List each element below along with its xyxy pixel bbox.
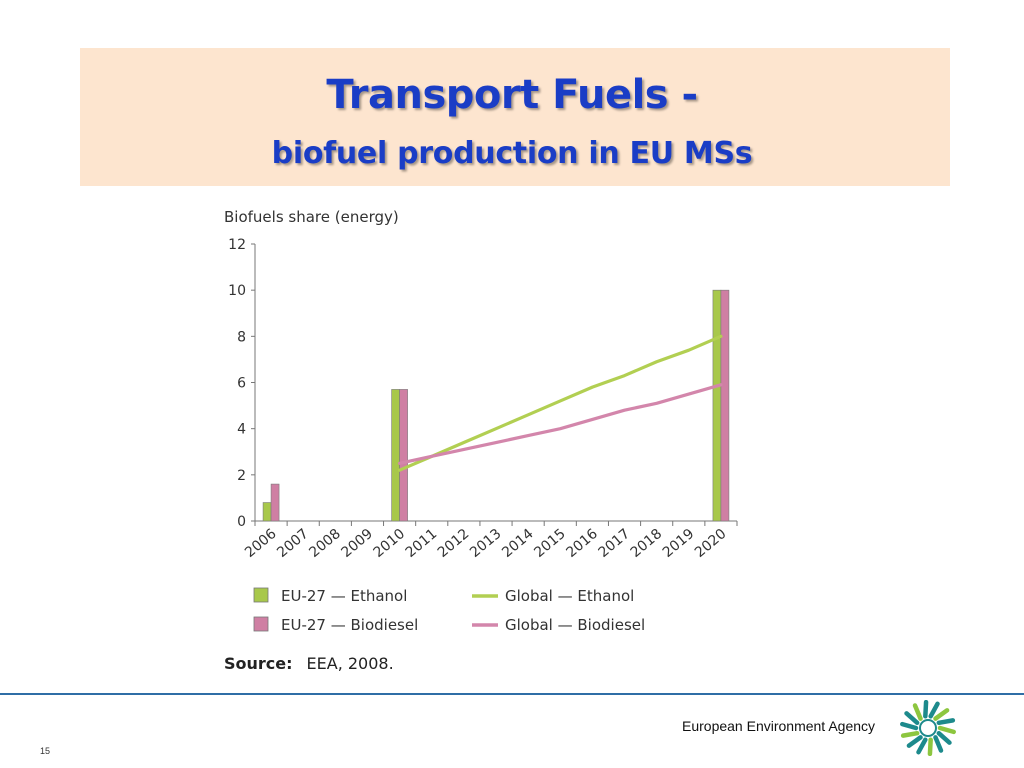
x-tick-label: 2016 xyxy=(563,526,601,561)
footer-divider xyxy=(0,693,1024,695)
y-tick-label: 4 xyxy=(237,422,246,438)
y-tick-label: 8 xyxy=(237,329,246,345)
legend-swatch-0 xyxy=(253,587,269,603)
logo-petal xyxy=(933,735,944,753)
logo-petal xyxy=(936,718,956,726)
y-tick-label: 2 xyxy=(237,468,246,484)
legend-swatch-1 xyxy=(253,616,269,632)
slide-title: Transport Fuels - xyxy=(326,72,698,118)
chart-legend: EU-27 — Ethanol EU-27 — Biodiesel Global —… xyxy=(253,587,645,634)
line-global-biodiesel xyxy=(398,383,723,465)
bar-ethanol-2006 xyxy=(262,502,272,522)
legend-label-0: EU-27 — Ethanol xyxy=(281,587,407,605)
logo-petal xyxy=(933,708,950,721)
logo-petal xyxy=(923,700,929,719)
x-tick-label: 2008 xyxy=(306,526,344,561)
x-tick-label: 2010 xyxy=(371,526,409,561)
title-banner xyxy=(80,48,950,186)
bar-biodiesel-2020 xyxy=(720,289,730,522)
legend-label-2: Global — Ethanol xyxy=(505,587,634,605)
x-tick-label: 2013 xyxy=(467,526,505,561)
x-tick-label: 2020 xyxy=(692,526,730,561)
x-tick-label: 2019 xyxy=(660,526,698,561)
page-number: 15 xyxy=(40,746,51,756)
x-tick-label: 2015 xyxy=(531,526,569,561)
bar-ethanol-2010 xyxy=(391,389,400,522)
x-tick-label: 2017 xyxy=(596,526,634,561)
slide-subtitle: biofuel production in EU MSs xyxy=(271,136,753,171)
bar-ethanol-2020 xyxy=(712,289,722,522)
logo-petal xyxy=(912,703,923,721)
source-text: EEA, 2008. xyxy=(306,654,394,673)
x-tick-label: 2007 xyxy=(274,526,312,561)
agency-name: European Environment Agency xyxy=(682,718,876,734)
x-tick-label: 2018 xyxy=(628,526,666,561)
chart-title: Biofuels share (energy) xyxy=(224,208,399,226)
x-tick-label: 2014 xyxy=(499,526,537,561)
legend-label-3: Global — Biodiesel xyxy=(505,616,645,634)
logo-petal xyxy=(906,735,923,748)
logo-petal xyxy=(927,737,933,756)
x-tick-label: 2012 xyxy=(435,526,473,561)
y-tick-label: 6 xyxy=(237,376,246,392)
logo-petal xyxy=(900,730,920,738)
y-tick-label: 12 xyxy=(228,237,246,253)
logo-petal xyxy=(928,701,940,719)
source-note: Source: EEA, 2008. xyxy=(224,654,394,673)
eea-logo-icon xyxy=(900,700,956,756)
logo-center xyxy=(919,719,937,737)
legend-label-1: EU-27 — Biodiesel xyxy=(281,616,418,634)
x-tick-label: 2011 xyxy=(403,526,441,561)
logo-petal xyxy=(900,721,919,731)
line-global-ethanol xyxy=(398,334,723,472)
logo-petal xyxy=(937,725,956,735)
bar-biodiesel-2006 xyxy=(270,483,280,522)
bar-biodiesel-2010 xyxy=(399,389,408,522)
x-tick-label: 2009 xyxy=(338,526,376,561)
source-label: Source: xyxy=(224,654,293,673)
logo-petal xyxy=(936,730,952,745)
biofuels-chart: Biofuels share (energy) 0246810122006200… xyxy=(224,208,738,634)
logo-petal xyxy=(916,737,928,755)
x-tick-label: 2006 xyxy=(242,526,280,561)
logo-petal xyxy=(904,711,920,726)
plot-area: 0246810122006200720082009201020112012201… xyxy=(228,237,738,561)
y-tick-label: 10 xyxy=(228,283,246,299)
y-tick-label: 0 xyxy=(237,514,246,530)
